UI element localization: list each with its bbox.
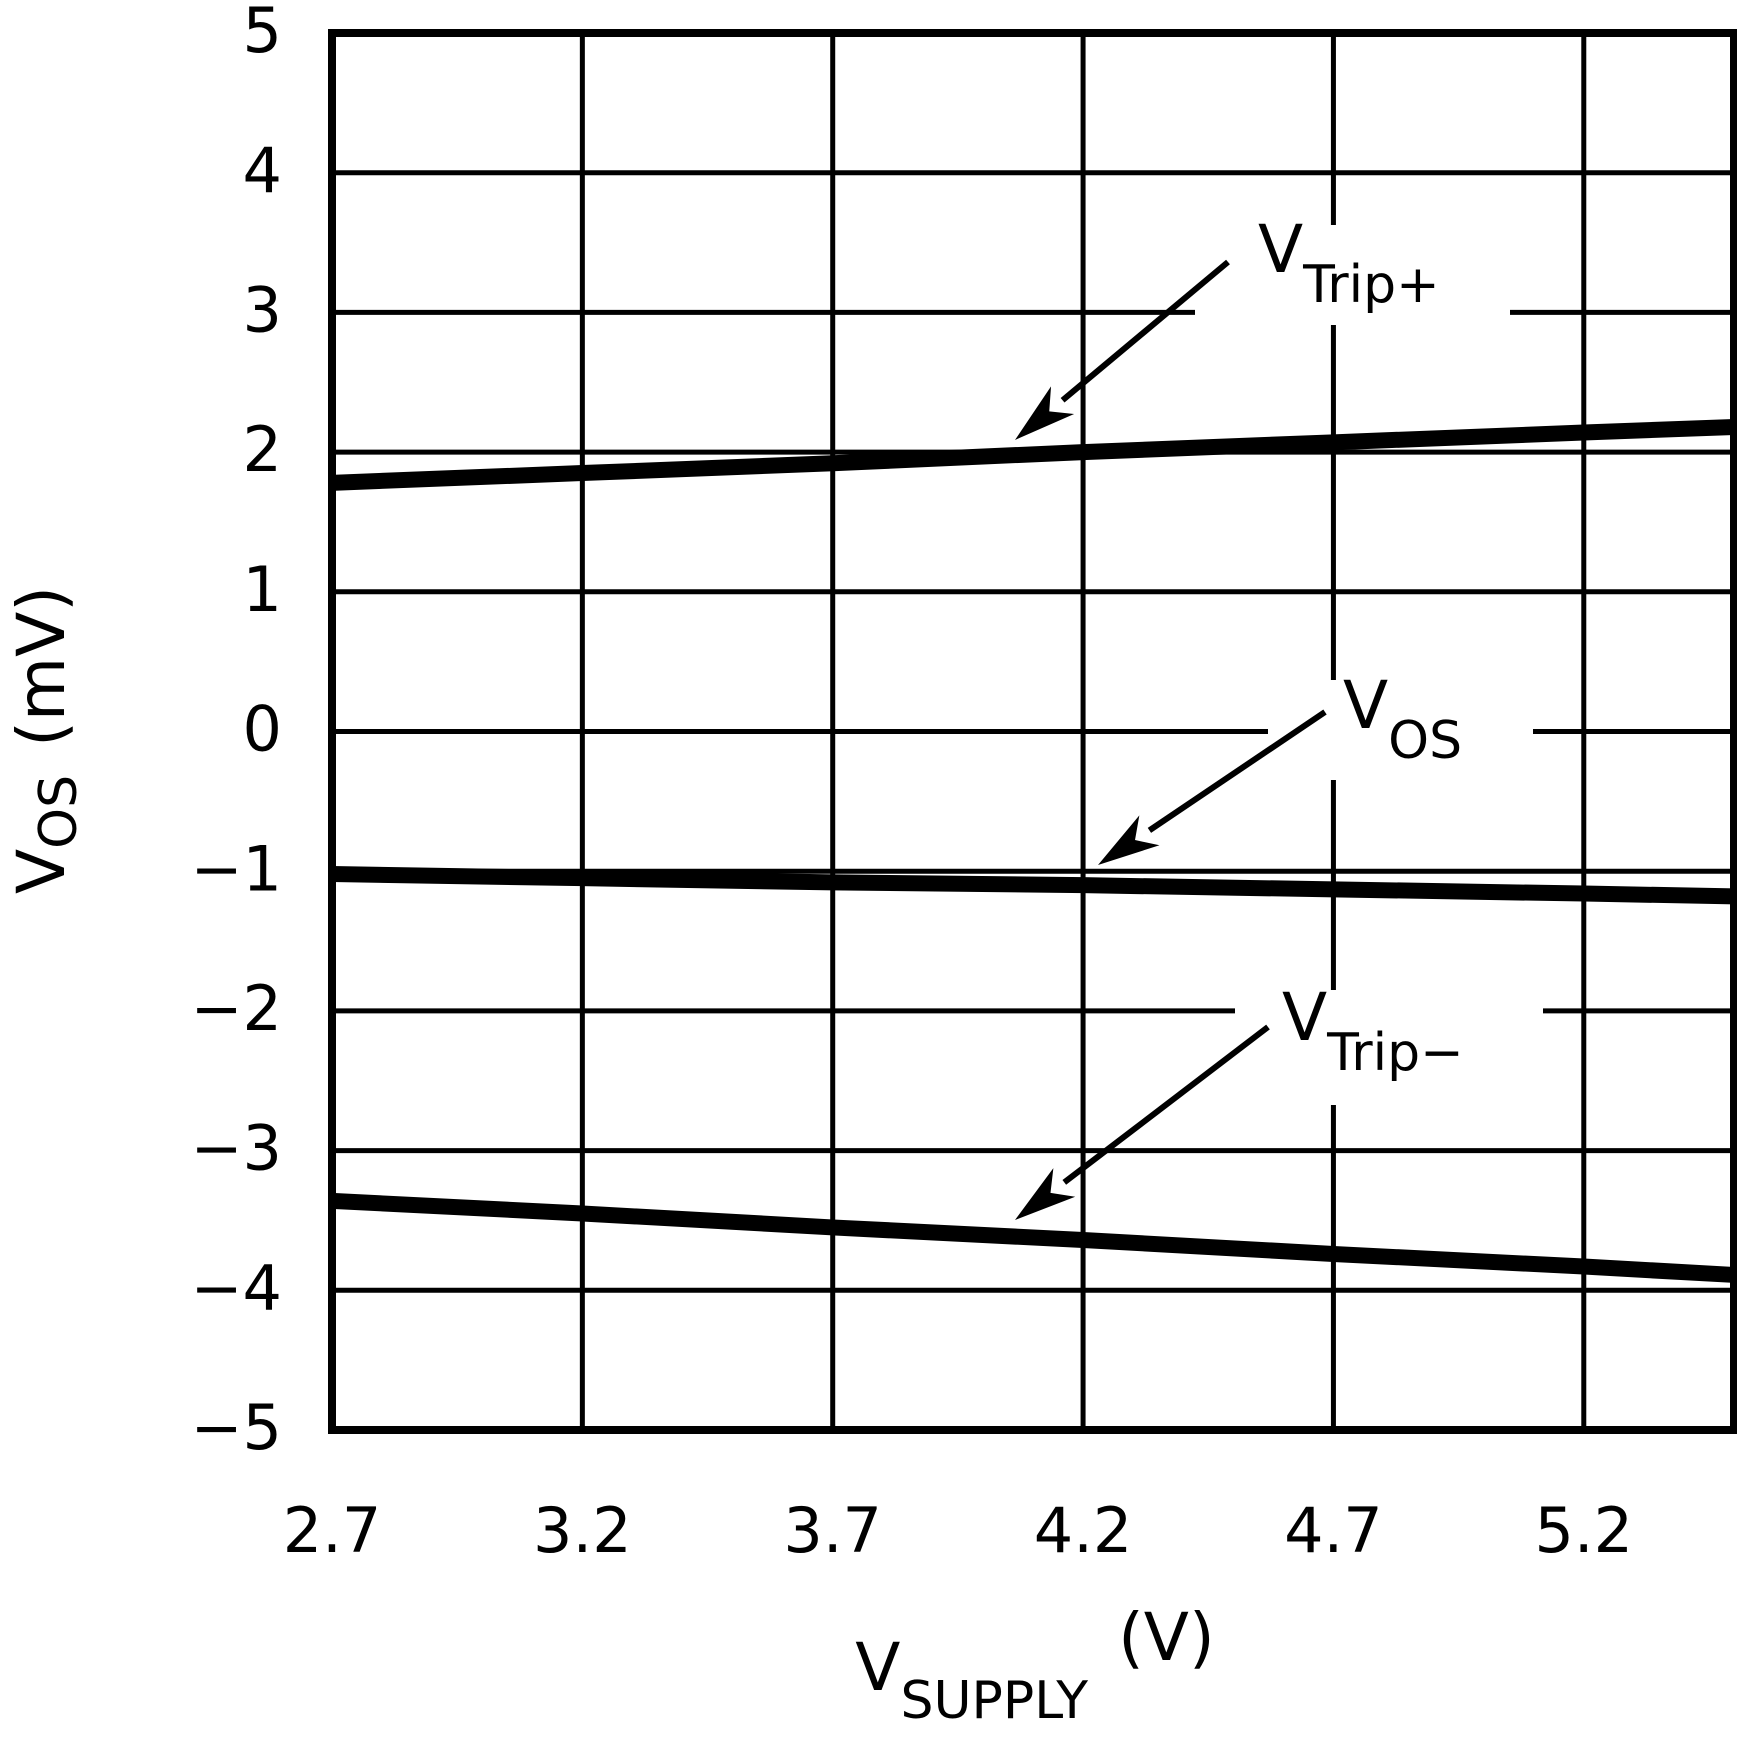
svg-text:VOS(mV): VOS (mV) bbox=[3, 586, 89, 894]
series-label: VTrip+ bbox=[1258, 211, 1440, 315]
y-axis-title-main: V bbox=[3, 849, 80, 894]
data-series bbox=[331, 418, 1735, 1283]
y-tick-label: 4 bbox=[243, 134, 282, 207]
y-tick-label: −3 bbox=[191, 1112, 282, 1185]
x-tick-label: 2.7 bbox=[283, 1494, 382, 1567]
series-label-main: V bbox=[1282, 979, 1327, 1056]
annotation-arrow bbox=[1060, 259, 1230, 403]
series-label-sub: OS bbox=[1388, 711, 1462, 771]
y-axis-title-unit: (mV) bbox=[3, 586, 80, 747]
plot-frame bbox=[328, 29, 1737, 1434]
y-tick-label: 2 bbox=[243, 413, 282, 486]
label-backdrop bbox=[1268, 680, 1533, 780]
x-tick-label: 4.2 bbox=[1034, 1494, 1133, 1567]
annotation-arrow bbox=[1147, 709, 1327, 833]
annotation-arrow bbox=[1062, 1024, 1270, 1185]
x-tick-label: 5.2 bbox=[1534, 1494, 1633, 1567]
y-tick-label: −2 bbox=[191, 972, 282, 1045]
x-tick-label: 3.7 bbox=[783, 1494, 882, 1567]
x-axis-title-unit: (V) bbox=[1118, 1599, 1215, 1676]
x-tick-label: 4.7 bbox=[1284, 1494, 1383, 1567]
x-axis-title: VSUPPLY (V) bbox=[855, 1599, 1214, 1731]
y-tick-label: 5 bbox=[243, 0, 282, 67]
arrowhead-icon bbox=[1098, 815, 1160, 865]
y-axis-title-sub: OS bbox=[29, 775, 89, 849]
y-tick-label: −4 bbox=[191, 1251, 282, 1324]
label-backdrop bbox=[1195, 225, 1510, 325]
series-line-vtrip- bbox=[331, 418, 1735, 491]
svg-text:VSUPPLY(V): VSUPPLY (V) bbox=[855, 1599, 1214, 1731]
series-label-main: V bbox=[1258, 211, 1303, 288]
series-line-vtrip- bbox=[331, 1192, 1735, 1283]
y-tick-label: −5 bbox=[191, 1391, 282, 1464]
label-backdrop bbox=[1235, 990, 1543, 1105]
x-axis-title-main: V bbox=[855, 1629, 900, 1706]
y-tick-label: −1 bbox=[191, 832, 282, 905]
series-label-sub: Trip− bbox=[1326, 1023, 1464, 1083]
arrowhead-icon bbox=[1015, 1168, 1076, 1220]
series-label-sub: Trip+ bbox=[1302, 255, 1440, 315]
y-axis-ticks: 5 4 3 2 1 0 −1 −2 −3 −4 −5 bbox=[191, 0, 282, 1464]
y-axis-title: VOS (mV) bbox=[3, 586, 89, 894]
series-label: VTrip− bbox=[1282, 979, 1464, 1083]
y-tick-label: 1 bbox=[243, 553, 282, 626]
series-line-vos bbox=[331, 865, 1735, 905]
arrowhead-icon bbox=[1015, 386, 1075, 440]
series-label-main: V bbox=[1343, 667, 1388, 744]
x-axis-ticks: 2.7 3.2 3.7 4.2 4.7 5.2 bbox=[283, 1494, 1633, 1567]
y-tick-label: 3 bbox=[243, 273, 282, 346]
x-axis-title-sub: SUPPLY bbox=[900, 1671, 1088, 1731]
x-tick-label: 3.2 bbox=[533, 1494, 632, 1567]
y-tick-label: 0 bbox=[243, 693, 282, 766]
series-label: VOS bbox=[1343, 667, 1462, 771]
